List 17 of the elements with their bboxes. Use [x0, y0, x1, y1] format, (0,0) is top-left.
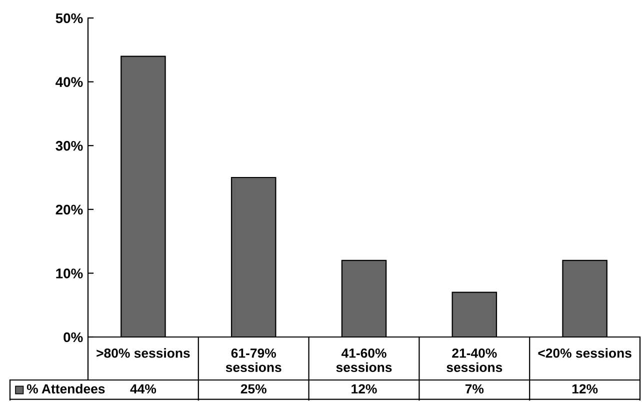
x-tick-label: <20% sessions: [538, 348, 632, 358]
x-tick-label: >80% sessions: [96, 348, 190, 358]
y-tick-label: 10%: [56, 268, 83, 278]
data-label: 7%: [465, 384, 484, 394]
y-tick-label: 50%: [56, 13, 83, 24]
x-tick-label: 41-60% sessions: [336, 348, 392, 372]
data-label: 44%: [130, 384, 156, 394]
y-tick-label: 20%: [56, 204, 83, 215]
data-label: 12%: [352, 384, 377, 394]
y-tick-label: 0%: [64, 332, 83, 342]
x-tick-label: 21-40% sessions: [446, 348, 502, 372]
y-tick-label: 40%: [56, 77, 83, 87]
x-tick-label: 61-79% sessions: [226, 348, 282, 372]
data-label: 12%: [572, 384, 598, 394]
y-tick-label: 30%: [56, 140, 83, 151]
legend-label: % Attendees: [26, 384, 105, 394]
data-label: 25%: [240, 384, 266, 394]
